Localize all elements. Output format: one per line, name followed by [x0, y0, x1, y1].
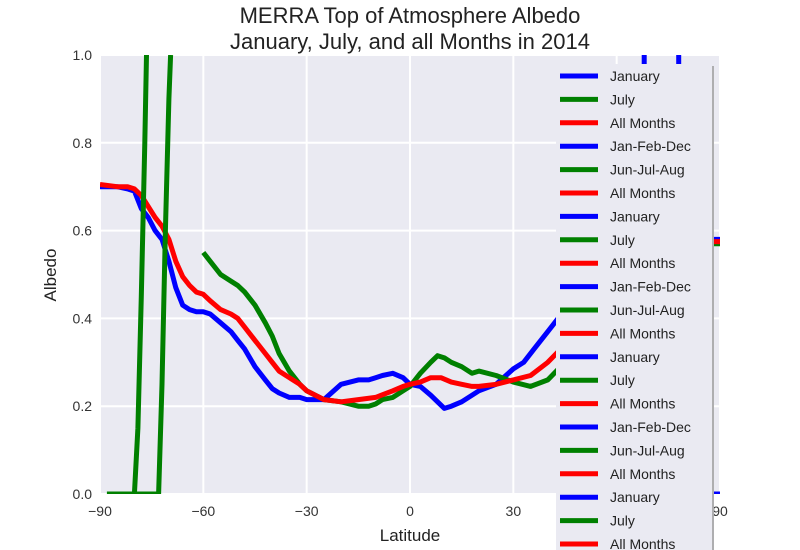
- legend-label: January: [610, 208, 660, 224]
- legend-label: Jan-Feb-Dec: [610, 419, 691, 435]
- legend-label: July: [610, 513, 635, 529]
- y-tick-label: 0.8: [73, 135, 93, 151]
- legend-label: January: [610, 349, 660, 365]
- x-tick-label: 0: [406, 503, 414, 519]
- legend-label: January: [610, 489, 660, 505]
- x-tick-label: −60: [191, 503, 215, 519]
- y-tick-labels: 0.0 0.2 0.4 0.6 0.8 1.0: [73, 47, 93, 502]
- x-tick-label: −30: [295, 503, 319, 519]
- legend-label: All Months: [610, 396, 675, 412]
- legend-label: All Months: [610, 536, 675, 550]
- x-tick-label: −90: [88, 503, 112, 519]
- y-tick-label: 0.6: [73, 223, 93, 239]
- chart-title-line-2: January, July, and all Months in 2014: [230, 29, 590, 54]
- series-line: [106, 55, 174, 494]
- legend-label: July: [610, 372, 635, 388]
- series-line: [127, 55, 149, 494]
- legend-label: Jun-Jul-Aug: [610, 302, 685, 318]
- x-axis-label: Latitude: [380, 526, 441, 545]
- y-tick-label: 1.0: [73, 47, 93, 63]
- legend-label: Jan-Feb-Dec: [610, 138, 691, 154]
- chart-title-line-1: MERRA Top of Atmosphere Albedo: [240, 3, 581, 28]
- legend-label: All Months: [610, 255, 675, 271]
- y-tick-label: 0.2: [73, 398, 93, 414]
- legend-label: All Months: [610, 185, 675, 201]
- y-axis-label: Albedo: [41, 249, 60, 302]
- x-tick-label: 30: [506, 503, 522, 519]
- legend-label: July: [610, 91, 635, 107]
- legend-label: Jan-Feb-Dec: [610, 279, 691, 295]
- legend-label: All Months: [610, 115, 675, 131]
- legend: January July All Months Jan-Feb-Dec Jun-Jul-…: [556, 64, 714, 550]
- legend-label: Jun-Jul-Aug: [610, 162, 685, 178]
- legend-label: All Months: [610, 325, 675, 341]
- legend-label: January: [610, 68, 660, 84]
- legend-label: All Months: [610, 466, 675, 482]
- legend-label: Jun-Jul-Aug: [610, 442, 685, 458]
- y-tick-label: 0.4: [73, 310, 93, 326]
- x-tick-label: 90: [712, 503, 728, 519]
- legend-label: July: [610, 232, 635, 248]
- y-tick-label: 0.0: [73, 486, 93, 502]
